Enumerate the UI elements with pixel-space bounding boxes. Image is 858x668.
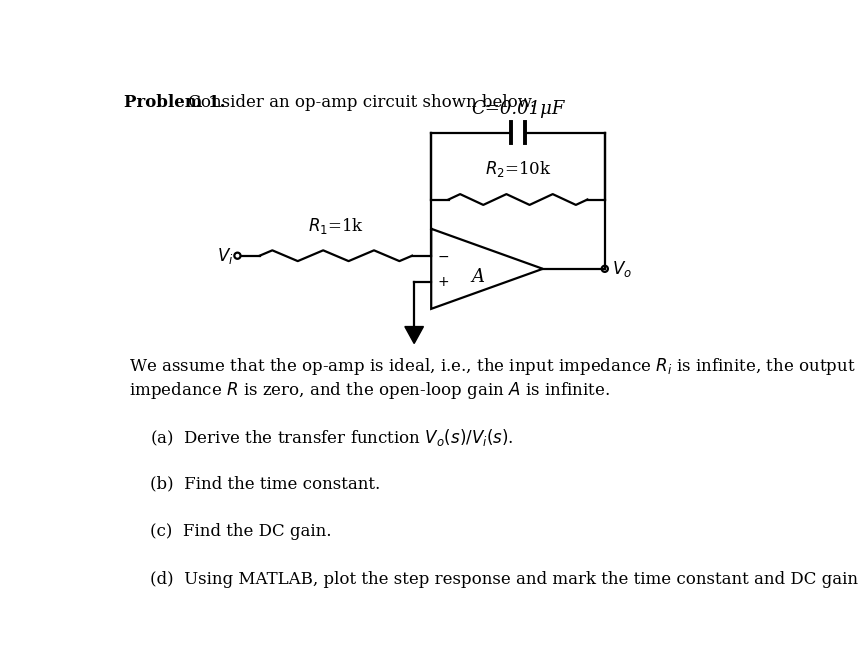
Text: $+$: $+$	[437, 275, 449, 289]
Text: Problem 1.: Problem 1.	[124, 94, 226, 111]
Text: A: A	[471, 267, 484, 285]
Text: (c)  Find the DC gain.: (c) Find the DC gain.	[129, 523, 331, 540]
Text: We assume that the op-amp is ideal, i.e., the input impedance $R_i$ is infinite,: We assume that the op-amp is ideal, i.e.…	[129, 356, 855, 377]
Text: C=0.01μF: C=0.01μF	[471, 100, 565, 118]
Text: impedance $R$ is zero, and the open-loop gain $A$ is infinite.: impedance $R$ is zero, and the open-loop…	[129, 379, 610, 401]
Text: (a)  Derive the transfer function $V_o(s)/V_i(s)$.: (a) Derive the transfer function $V_o(s)…	[129, 428, 514, 448]
Text: $V_i$: $V_i$	[217, 246, 234, 266]
Text: $-$: $-$	[437, 248, 449, 263]
Text: $V_o$: $V_o$	[612, 259, 631, 279]
Text: Consider an op-amp circuit shown below.: Consider an op-amp circuit shown below.	[184, 94, 535, 111]
Text: $R_1$=1k: $R_1$=1k	[308, 216, 364, 236]
Text: $R_2$=10k: $R_2$=10k	[485, 160, 552, 180]
Text: (b)  Find the time constant.: (b) Find the time constant.	[129, 475, 380, 492]
Text: (d)  Using MATLAB, plot the step response and mark the time constant and DC gain: (d) Using MATLAB, plot the step response…	[129, 570, 858, 588]
Polygon shape	[405, 327, 424, 343]
